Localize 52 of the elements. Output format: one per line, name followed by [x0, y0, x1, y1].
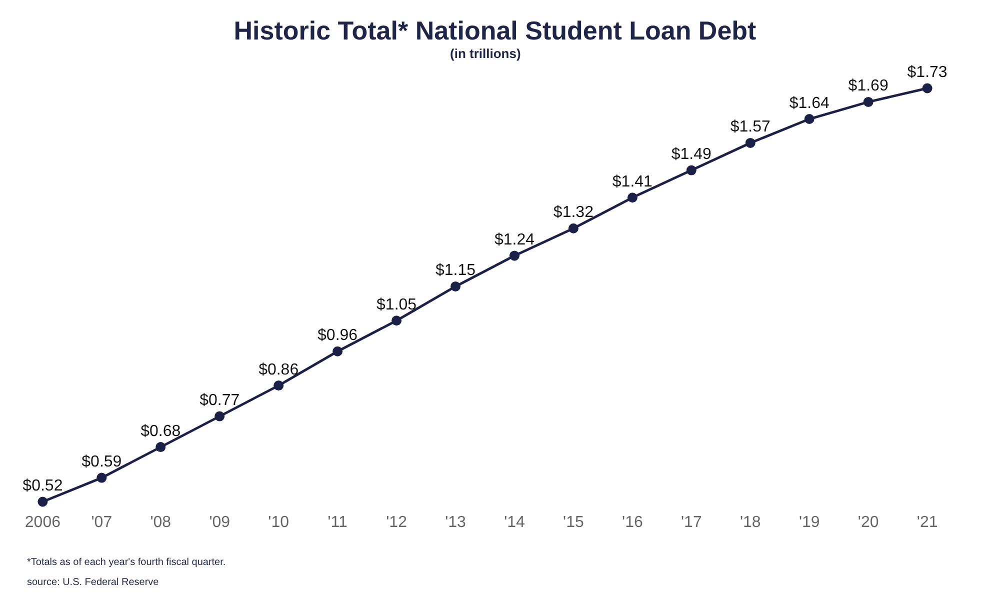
- chart-title: Historic Total* National Student Loan Debt: [234, 15, 757, 46]
- point: [922, 83, 932, 94]
- point: [863, 96, 874, 107]
- point: [686, 165, 696, 176]
- x-tick-label: '18: [740, 514, 761, 531]
- point: [509, 250, 520, 261]
- text: *Totals as of each year's fourth fiscal quarter.: [27, 557, 226, 568]
- point: [450, 281, 461, 292]
- point: [214, 411, 225, 422]
- x-tick-label: '19: [798, 514, 820, 531]
- point: [627, 192, 638, 203]
- x-tick-label: '11: [328, 514, 348, 531]
- data-label: $0.96: [318, 327, 358, 344]
- x-tick-label: '13: [445, 514, 466, 531]
- chart-subtitle: (in trillions): [450, 46, 521, 61]
- data-label: $1.49: [671, 146, 712, 164]
- x-tick-label: '07: [91, 514, 112, 531]
- data-label: $0.77: [200, 392, 240, 410]
- point: [745, 138, 756, 148]
- data-label: $1.24: [494, 231, 535, 248]
- data-label: $0.59: [82, 454, 122, 471]
- data-label: $1.73: [907, 64, 948, 82]
- x-tick-label: '20: [858, 514, 879, 531]
- data-label: $0.68: [140, 422, 181, 440]
- data-label: $1.64: [789, 94, 830, 112]
- point: [156, 442, 166, 452]
- x-tick-label: '10: [268, 514, 290, 531]
- x-tick-label: 2006: [24, 514, 61, 531]
- x-tick-label: '16: [622, 514, 643, 531]
- x-tick-label: '08: [150, 514, 172, 531]
- point: [274, 380, 284, 391]
- x-tick-label: '15: [563, 514, 584, 531]
- data-label: $0.52: [22, 477, 63, 494]
- point: [96, 472, 107, 483]
- data-label: $1.69: [848, 78, 888, 95]
- point: [568, 223, 578, 234]
- x-tick-label: '17: [680, 514, 702, 531]
- point: [392, 316, 402, 326]
- point: [332, 346, 343, 356]
- data-label: $1.41: [612, 173, 653, 190]
- point: [38, 496, 48, 507]
- x-tick-label: '21: [916, 514, 938, 531]
- x-tick-label: '09: [209, 514, 230, 531]
- source-note: source: U.S. Federal Reserve: [27, 577, 160, 588]
- data-label: $1.05: [376, 296, 417, 314]
- data-label: $0.86: [258, 361, 299, 378]
- data-label: $1.57: [730, 118, 770, 136]
- x-tick-label: '14: [504, 514, 526, 531]
- data-label: $1.32: [553, 204, 594, 222]
- x-tick-label: '12: [386, 514, 408, 531]
- point: [804, 114, 814, 124]
- data-label: $1.15: [435, 262, 476, 280]
